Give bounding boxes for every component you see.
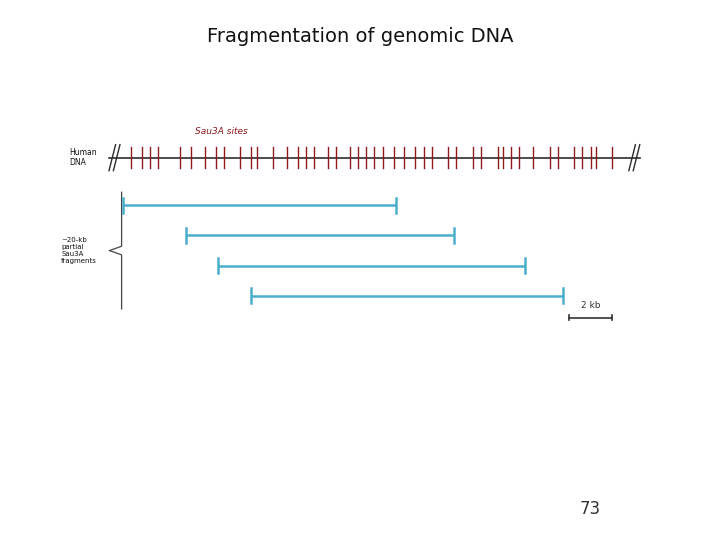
- Text: Human
DNA: Human DNA: [70, 148, 97, 167]
- Text: ~20-kb
partial
Sau3A
fragments: ~20-kb partial Sau3A fragments: [61, 237, 97, 264]
- Text: Fragmentation of genomic DNA: Fragmentation of genomic DNA: [207, 27, 513, 46]
- Text: 73: 73: [580, 501, 601, 518]
- Text: Sau3A sites: Sau3A sites: [195, 127, 248, 136]
- Text: 2 kb: 2 kb: [581, 301, 600, 310]
